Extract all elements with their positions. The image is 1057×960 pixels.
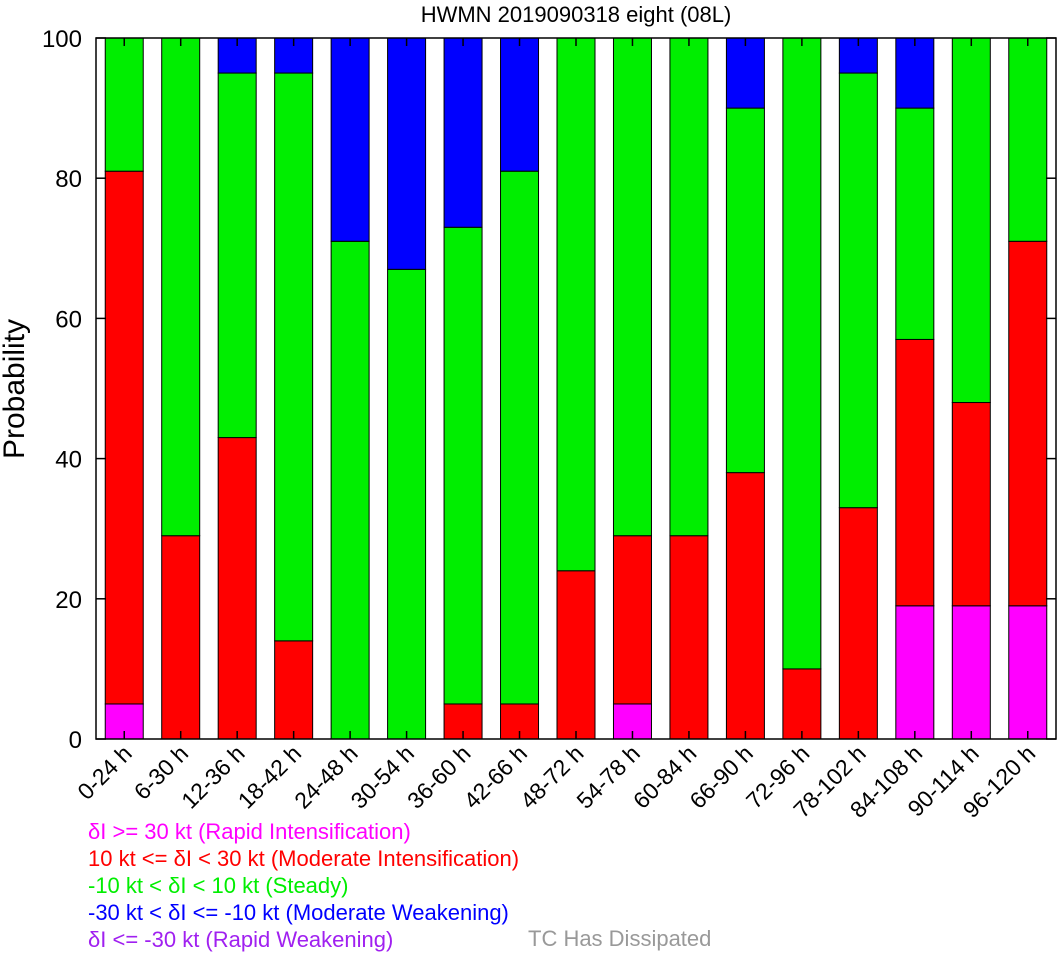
bar-segment bbox=[725, 472, 765, 740]
bar-segment bbox=[217, 72, 257, 439]
bar-segment bbox=[895, 107, 935, 340]
bar-segment bbox=[387, 268, 427, 740]
legend: δI >= 30 kt (Rapid Intensification) 10 k… bbox=[88, 818, 519, 953]
bar-segment bbox=[951, 605, 991, 740]
legend-item-steady: -10 kt < δI < 10 kt (Steady) bbox=[88, 873, 349, 898]
bar-segment bbox=[1008, 37, 1048, 242]
bar-segment bbox=[895, 37, 935, 109]
bar-segment bbox=[951, 37, 991, 404]
bar-segment bbox=[161, 37, 201, 537]
bars-group bbox=[104, 37, 1048, 740]
bar-segment bbox=[895, 605, 935, 740]
bar-segment bbox=[951, 402, 991, 607]
bar-segment bbox=[838, 72, 878, 509]
bar-segment bbox=[274, 640, 314, 740]
legend-item-moderate-intensification: 10 kt <= δI < 30 kt (Moderate Intensific… bbox=[88, 846, 520, 871]
legend-item-rapid-weakening: δI <= -30 kt (Rapid Weakening) bbox=[88, 927, 394, 952]
bar-segment bbox=[443, 226, 483, 705]
bar-segment bbox=[443, 37, 483, 228]
bar-segment bbox=[782, 37, 822, 670]
bar-segment bbox=[161, 535, 201, 740]
legend-item-rapid-intensification: δI >= 30 kt (Rapid Intensification) bbox=[88, 819, 411, 844]
bar-segment bbox=[500, 170, 540, 705]
bar-segment bbox=[1008, 240, 1048, 607]
bar-segment bbox=[104, 37, 144, 172]
bar-segment bbox=[612, 37, 652, 537]
y-tick-label: 40 bbox=[55, 447, 82, 474]
bar-segment bbox=[669, 37, 709, 537]
bar-segment bbox=[1008, 605, 1048, 740]
bar-segment bbox=[500, 37, 540, 172]
y-tick-label: 20 bbox=[55, 587, 82, 614]
bar-segment bbox=[330, 240, 370, 740]
y-tick-label: 80 bbox=[55, 166, 82, 193]
y-axis-label: Probability bbox=[0, 319, 31, 459]
bar-segment bbox=[104, 170, 144, 705]
legend-item-moderate-weakening: -30 kt < δI <= -10 kt (Moderate Weakenin… bbox=[88, 900, 509, 925]
y-tick-label: 100 bbox=[42, 26, 82, 53]
legend-item-dissipated: TC Has Dissipated bbox=[528, 926, 712, 951]
y-tick-label: 60 bbox=[55, 306, 82, 333]
bar-segment bbox=[274, 72, 314, 642]
bar-segment bbox=[782, 668, 822, 740]
y-tick-label: 0 bbox=[69, 727, 82, 754]
bar-segment bbox=[669, 535, 709, 740]
bar-segment bbox=[387, 37, 427, 270]
bar-segment bbox=[725, 107, 765, 474]
bar-segment bbox=[612, 535, 652, 705]
bar-segment bbox=[217, 437, 257, 740]
bar-segment bbox=[330, 37, 370, 242]
bar-segment bbox=[725, 37, 765, 109]
chart-title: HWMN 2019090318 eight (08L) bbox=[421, 2, 732, 27]
bar-segment bbox=[838, 507, 878, 740]
bar-segment bbox=[556, 37, 596, 572]
bar-segment bbox=[556, 570, 596, 740]
bar-segment bbox=[895, 338, 935, 607]
